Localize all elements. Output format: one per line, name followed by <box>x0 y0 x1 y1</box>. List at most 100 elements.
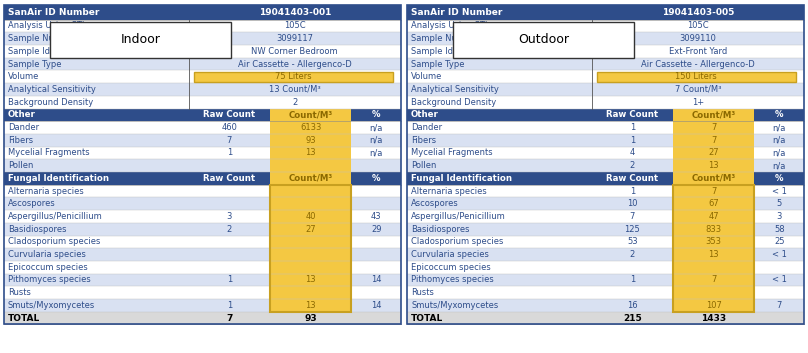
Text: Sample Type: Sample Type <box>411 60 465 68</box>
Bar <box>407 159 804 172</box>
Text: Sample Identification: Sample Identification <box>411 47 500 56</box>
Bar <box>673 185 755 312</box>
Bar <box>270 197 351 210</box>
Bar <box>4 274 401 286</box>
Bar <box>673 121 755 134</box>
Text: 215: 215 <box>623 313 642 323</box>
Bar <box>407 197 804 210</box>
Bar <box>673 210 755 223</box>
Bar <box>4 83 401 96</box>
Text: 16: 16 <box>627 301 638 310</box>
Text: Smuts/Myxomycetes: Smuts/Myxomycetes <box>8 301 95 310</box>
Text: n/a: n/a <box>369 136 383 145</box>
Bar <box>673 108 755 121</box>
Text: Basidiospores: Basidiospores <box>8 225 66 234</box>
Bar <box>673 274 755 286</box>
Bar <box>407 32 804 45</box>
Text: Raw Count: Raw Count <box>606 174 659 183</box>
Text: Volume: Volume <box>8 72 40 81</box>
Bar <box>4 312 401 324</box>
Text: 105C: 105C <box>687 22 709 30</box>
Text: Pithomyces species: Pithomyces species <box>411 275 494 285</box>
Bar <box>407 312 804 324</box>
Bar <box>4 185 401 197</box>
Text: Other: Other <box>411 110 439 119</box>
Text: 19041403-005: 19041403-005 <box>662 8 734 17</box>
Text: Dander: Dander <box>411 123 442 132</box>
Text: Fibers: Fibers <box>8 136 33 145</box>
Text: 2: 2 <box>227 225 232 234</box>
Bar <box>4 134 401 146</box>
Text: Basidiospores: Basidiospores <box>411 225 469 234</box>
Text: n/a: n/a <box>772 123 786 132</box>
Text: Ascospores: Ascospores <box>8 199 56 208</box>
Bar <box>270 146 351 159</box>
Text: 6133: 6133 <box>300 123 322 132</box>
Text: Indoor: Indoor <box>120 34 161 47</box>
Text: 93: 93 <box>305 136 316 145</box>
Text: SanAir ID Number: SanAir ID Number <box>8 8 99 17</box>
Text: 5: 5 <box>776 199 782 208</box>
Text: Cladosporium species: Cladosporium species <box>411 237 503 246</box>
Text: Count/M³: Count/M³ <box>288 110 333 119</box>
Bar <box>4 70 401 83</box>
Bar <box>270 286 351 299</box>
Text: 14: 14 <box>371 275 381 285</box>
Text: Sample Identification: Sample Identification <box>8 47 98 56</box>
Text: %: % <box>775 174 784 183</box>
Bar <box>407 210 804 223</box>
Bar <box>673 248 755 261</box>
Text: Raw Count: Raw Count <box>204 110 255 119</box>
Bar <box>4 197 401 210</box>
Bar <box>4 58 401 70</box>
Bar <box>673 286 755 299</box>
Bar <box>407 299 804 312</box>
Bar <box>673 223 755 235</box>
Bar <box>4 210 401 223</box>
Bar <box>4 248 401 261</box>
Bar <box>407 146 804 159</box>
Text: 13: 13 <box>305 149 316 157</box>
Text: 4: 4 <box>629 149 635 157</box>
Text: Background Density: Background Density <box>8 98 93 107</box>
Text: Pollen: Pollen <box>8 161 33 170</box>
Text: Fungal Identification: Fungal Identification <box>411 174 512 183</box>
Bar <box>270 248 351 261</box>
Text: 13: 13 <box>305 301 316 310</box>
Text: 1: 1 <box>629 136 635 145</box>
Bar <box>270 134 351 146</box>
Text: 7: 7 <box>711 275 717 285</box>
Bar <box>4 5 401 20</box>
Text: %: % <box>372 174 381 183</box>
Bar <box>4 32 401 45</box>
Text: 7: 7 <box>776 301 782 310</box>
Text: 353: 353 <box>705 237 722 246</box>
Bar <box>407 172 804 185</box>
Text: Count/M³: Count/M³ <box>692 110 736 119</box>
Text: 1: 1 <box>629 186 635 196</box>
Bar <box>673 235 755 248</box>
Text: Smuts/Myxomycetes: Smuts/Myxomycetes <box>411 301 499 310</box>
Bar <box>407 261 804 274</box>
Bar <box>407 134 804 146</box>
Bar <box>4 5 401 324</box>
Bar <box>407 20 804 32</box>
Bar <box>4 299 401 312</box>
Text: 53: 53 <box>627 237 638 246</box>
Text: 2: 2 <box>629 250 635 259</box>
Text: Fungal Identification: Fungal Identification <box>8 174 109 183</box>
Bar <box>4 96 401 108</box>
Text: 3: 3 <box>776 212 782 221</box>
Text: Air Cassette - Allergenco-D: Air Cassette - Allergenco-D <box>641 60 755 68</box>
Text: 2: 2 <box>292 98 297 107</box>
Text: Epicoccum species: Epicoccum species <box>8 263 88 272</box>
Bar <box>407 96 804 108</box>
Text: 3099110: 3099110 <box>680 34 716 43</box>
Text: 1+: 1+ <box>692 98 704 107</box>
Text: 1: 1 <box>629 275 635 285</box>
Text: 14: 14 <box>371 301 381 310</box>
Text: Count/M³: Count/M³ <box>288 174 333 183</box>
Text: 67: 67 <box>709 199 719 208</box>
Text: Sample Number: Sample Number <box>8 34 76 43</box>
Bar <box>194 72 393 82</box>
